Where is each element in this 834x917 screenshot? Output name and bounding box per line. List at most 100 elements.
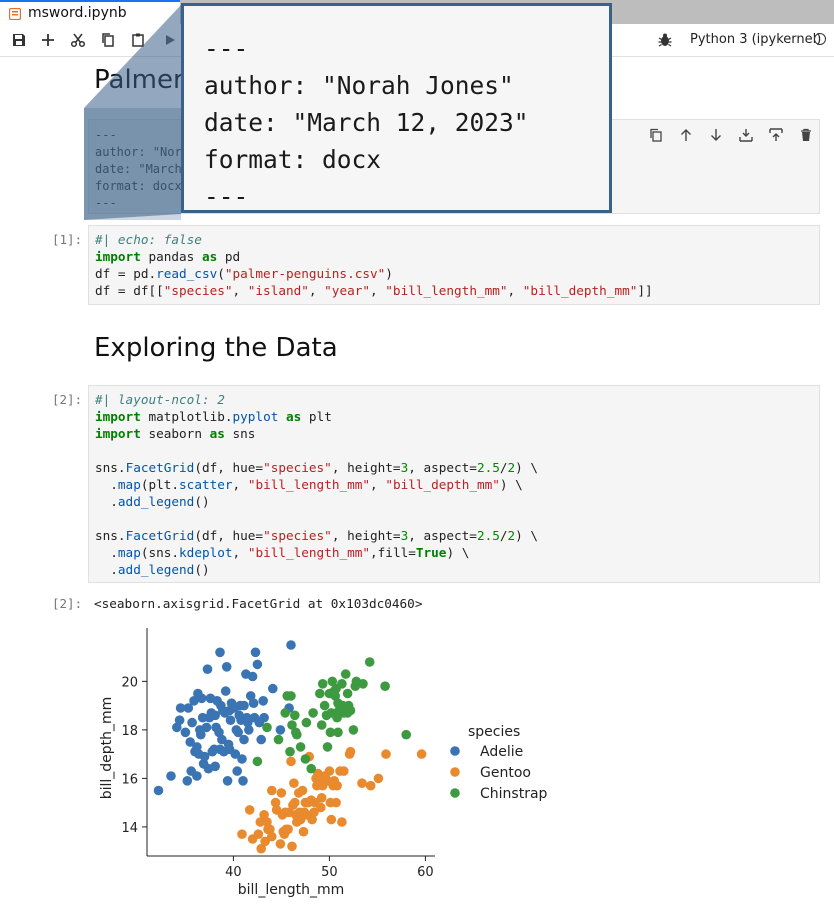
insert-below-icon[interactable] bbox=[769, 128, 783, 142]
point-adelie-77 bbox=[203, 763, 214, 774]
x-tick-label-60: 60 bbox=[417, 865, 434, 880]
point-adelie-10 bbox=[189, 696, 199, 706]
point-adelie-64 bbox=[248, 698, 259, 708]
add-icon[interactable] bbox=[40, 32, 56, 48]
point-chinstrap-37 bbox=[273, 734, 284, 745]
legend-marker-adelie bbox=[450, 746, 460, 756]
y-tick-label-16: 16 bbox=[121, 772, 138, 787]
debug-icon[interactable] bbox=[658, 32, 672, 48]
chart-points bbox=[153, 640, 427, 854]
point-chinstrap-46 bbox=[333, 698, 343, 708]
point-gentoo-32 bbox=[297, 785, 308, 796]
point-adelie-81 bbox=[182, 776, 193, 786]
insert-above-icon[interactable] bbox=[739, 128, 753, 142]
point-chinstrap-36 bbox=[262, 722, 272, 733]
legend-label-gentoo: Gentoo bbox=[480, 765, 531, 781]
point-chinstrap-33 bbox=[401, 729, 412, 740]
code-cell-2[interactable]: #| layout-ncol: 2 import matplotlib.pypl… bbox=[88, 385, 820, 583]
point-gentoo-40 bbox=[307, 814, 317, 825]
point-gentoo-14 bbox=[275, 839, 286, 849]
point-chinstrap-6 bbox=[306, 763, 317, 774]
point-adelie-9 bbox=[187, 717, 197, 728]
point-gentoo-48 bbox=[316, 793, 327, 803]
x-tick-label-50: 50 bbox=[321, 865, 338, 880]
point-chinstrap-35 bbox=[252, 756, 263, 767]
save-icon[interactable] bbox=[11, 32, 27, 48]
point-adelie-55 bbox=[237, 754, 247, 764]
point-gentoo-3 bbox=[253, 829, 264, 839]
point-adelie-79 bbox=[232, 766, 242, 776]
point-gentoo-11 bbox=[267, 831, 277, 842]
point-adelie-1 bbox=[166, 771, 176, 781]
point-gentoo-47 bbox=[316, 802, 326, 813]
point-gentoo-23 bbox=[287, 841, 297, 852]
legend-label-chinstrap: Chinstrap bbox=[480, 786, 548, 802]
point-gentoo-54 bbox=[324, 766, 335, 776]
point-adelie-49 bbox=[230, 749, 241, 759]
point-chinstrap-8 bbox=[316, 720, 327, 730]
legend-title: species bbox=[468, 724, 520, 740]
y-tick-label-18: 18 bbox=[121, 724, 138, 739]
point-adelie-69 bbox=[256, 734, 267, 745]
point-adelie-34 bbox=[215, 647, 225, 658]
point-adelie-80 bbox=[238, 776, 248, 786]
x-axis-label: bill_length_mm bbox=[238, 882, 344, 898]
point-chinstrap-2 bbox=[290, 710, 300, 721]
move-down-icon[interactable] bbox=[709, 128, 723, 142]
code-cell-2-source: #| layout-ncol: 2 import matplotlib.pypl… bbox=[95, 392, 539, 577]
point-adelie-42 bbox=[221, 662, 232, 672]
point-gentoo-7 bbox=[260, 836, 270, 847]
point-gentoo-1 bbox=[244, 805, 255, 815]
point-chinstrap-7 bbox=[315, 688, 325, 699]
point-chinstrap-44 bbox=[322, 742, 333, 752]
move-up-icon[interactable] bbox=[679, 128, 693, 142]
point-chinstrap-47 bbox=[342, 708, 353, 718]
point-gentoo-65 bbox=[345, 746, 356, 757]
point-gentoo-70 bbox=[416, 749, 427, 759]
point-gentoo-67 bbox=[365, 780, 376, 791]
point-chinstrap-32 bbox=[380, 681, 390, 691]
point-adelie-66 bbox=[250, 647, 261, 658]
point-adelie-60 bbox=[243, 717, 253, 728]
y-axis-label: bill_depth_mm bbox=[99, 697, 115, 800]
duplicate-cell-icon[interactable] bbox=[649, 128, 663, 142]
point-adelie-18 bbox=[197, 712, 208, 723]
point-adelie-67 bbox=[252, 659, 263, 670]
point-adelie-57 bbox=[239, 734, 249, 745]
cell1-prompt: [1]: bbox=[52, 232, 83, 247]
point-adelie-71 bbox=[259, 712, 269, 723]
delete-cell-icon[interactable] bbox=[799, 128, 813, 142]
point-gentoo-60 bbox=[332, 780, 342, 791]
point-gentoo-15 bbox=[276, 788, 287, 798]
point-adelie-76 bbox=[193, 688, 203, 699]
point-gentoo-5 bbox=[256, 843, 267, 854]
point-chinstrap-31 bbox=[364, 657, 375, 667]
point-adelie-2 bbox=[172, 722, 182, 733]
point-adelie-61 bbox=[244, 725, 254, 735]
kernel-name[interactable]: Python 3 (ipykernel) bbox=[690, 32, 822, 47]
point-gentoo-26 bbox=[290, 797, 300, 808]
point-chinstrap-45 bbox=[326, 708, 337, 718]
y-tick-label-20: 20 bbox=[121, 675, 138, 690]
point-chinstrap-24 bbox=[342, 688, 353, 699]
output-text: <seaborn.axisgrid.FacetGrid at 0x103dc04… bbox=[94, 596, 423, 611]
point-gentoo-12 bbox=[270, 797, 281, 808]
output-prompt: [2]: bbox=[52, 596, 83, 611]
code-cell-1[interactable]: #| echo: false import pandas as pd df = … bbox=[88, 225, 820, 305]
point-adelie-56 bbox=[239, 700, 249, 711]
point-gentoo-41 bbox=[309, 807, 319, 818]
point-chinstrap-3 bbox=[282, 691, 293, 701]
point-gentoo-8 bbox=[262, 817, 272, 827]
point-chinstrap-39 bbox=[285, 746, 295, 757]
point-chinstrap-42 bbox=[308, 708, 318, 718]
point-chinstrap-30 bbox=[358, 679, 368, 689]
point-gentoo-21 bbox=[283, 824, 293, 835]
point-adelie-72 bbox=[268, 683, 278, 694]
chart-legend: Adelie Gentoo Chinstrap bbox=[450, 744, 548, 802]
legend-marker-gentoo bbox=[450, 767, 460, 777]
point-adelie-3 bbox=[175, 703, 186, 713]
point-chinstrap-23 bbox=[340, 669, 351, 679]
point-adelie-73 bbox=[275, 725, 286, 735]
point-chinstrap-13 bbox=[327, 676, 338, 687]
point-gentoo-59 bbox=[331, 797, 341, 808]
